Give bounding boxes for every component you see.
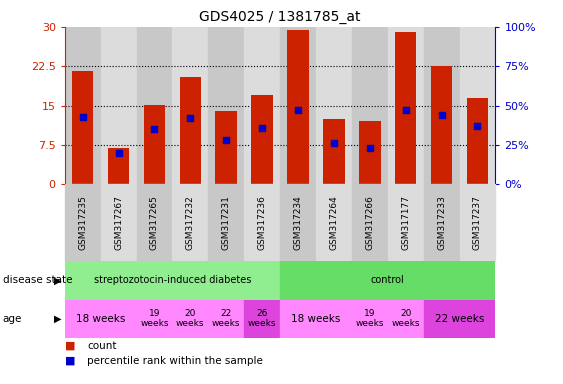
Bar — [467, 98, 488, 184]
Text: GSM317231: GSM317231 — [222, 195, 231, 250]
Bar — [108, 147, 129, 184]
Text: 18 weeks: 18 weeks — [76, 314, 126, 324]
Bar — [388, 27, 424, 184]
Bar — [359, 121, 381, 184]
Bar — [172, 27, 208, 184]
Text: 19
weeks: 19 weeks — [140, 310, 169, 328]
Bar — [395, 32, 417, 184]
Text: GSM317265: GSM317265 — [150, 195, 159, 250]
Text: 20
weeks: 20 weeks — [391, 310, 420, 328]
Bar — [280, 300, 352, 338]
Bar — [280, 261, 495, 300]
Bar — [172, 184, 208, 261]
Bar — [208, 300, 244, 338]
Bar — [424, 27, 459, 184]
Point — [437, 112, 446, 118]
Text: ■: ■ — [65, 356, 75, 366]
Bar — [431, 66, 452, 184]
Text: GSM317233: GSM317233 — [437, 195, 446, 250]
Bar — [65, 184, 101, 261]
Text: 18 weeks: 18 weeks — [291, 314, 341, 324]
Text: 19
weeks: 19 weeks — [356, 310, 384, 328]
Point — [78, 114, 87, 120]
Bar — [244, 27, 280, 184]
Point — [473, 123, 482, 129]
Text: count: count — [87, 341, 117, 351]
Bar — [137, 300, 172, 338]
Bar — [208, 184, 244, 261]
Title: GDS4025 / 1381785_at: GDS4025 / 1381785_at — [199, 10, 361, 25]
Bar — [459, 184, 495, 261]
Bar — [316, 27, 352, 184]
Bar — [280, 184, 316, 261]
Text: GSM317234: GSM317234 — [293, 195, 302, 250]
Text: 20
weeks: 20 weeks — [176, 310, 204, 328]
Text: streptozotocin-induced diabetes: streptozotocin-induced diabetes — [93, 275, 251, 285]
Point — [114, 150, 123, 156]
Bar — [65, 300, 137, 338]
Text: GSM317235: GSM317235 — [78, 195, 87, 250]
Bar — [251, 95, 273, 184]
Text: age: age — [3, 314, 22, 324]
Text: GSM317232: GSM317232 — [186, 195, 195, 250]
Point — [186, 115, 195, 121]
Text: GSM317266: GSM317266 — [365, 195, 374, 250]
Bar — [101, 27, 137, 184]
Bar — [65, 27, 101, 184]
Text: disease state: disease state — [3, 275, 72, 285]
Bar — [216, 111, 237, 184]
Bar — [65, 261, 280, 300]
Bar — [388, 300, 424, 338]
Point — [329, 140, 338, 146]
Bar — [316, 184, 352, 261]
Bar — [172, 300, 208, 338]
Text: GSM317236: GSM317236 — [258, 195, 267, 250]
Text: ▶: ▶ — [55, 314, 62, 324]
Bar — [352, 184, 388, 261]
Point — [222, 137, 231, 143]
Text: 22
weeks: 22 weeks — [212, 310, 240, 328]
Bar — [137, 27, 172, 184]
Bar — [101, 184, 137, 261]
Text: 22 weeks: 22 weeks — [435, 314, 484, 324]
Bar — [424, 184, 459, 261]
Text: ■: ■ — [65, 341, 75, 351]
Point — [401, 107, 410, 113]
Text: GSM317177: GSM317177 — [401, 195, 410, 250]
Bar — [388, 184, 424, 261]
Text: control: control — [371, 275, 405, 285]
Bar — [352, 27, 388, 184]
Bar — [459, 27, 495, 184]
Bar — [208, 27, 244, 184]
Bar — [280, 27, 316, 184]
Bar — [424, 300, 495, 338]
Point — [365, 145, 374, 151]
Point — [150, 126, 159, 132]
Text: 26
weeks: 26 weeks — [248, 310, 276, 328]
Point — [293, 107, 302, 113]
Text: GSM317237: GSM317237 — [473, 195, 482, 250]
Bar — [137, 184, 172, 261]
Text: percentile rank within the sample: percentile rank within the sample — [87, 356, 263, 366]
Bar — [144, 104, 166, 184]
Text: ▶: ▶ — [55, 275, 62, 285]
Text: GSM317264: GSM317264 — [329, 195, 338, 250]
Text: GSM317267: GSM317267 — [114, 195, 123, 250]
Bar — [287, 30, 309, 184]
Point — [258, 124, 267, 131]
Bar — [352, 300, 388, 338]
Bar — [72, 71, 93, 184]
Bar — [323, 119, 345, 184]
Bar — [180, 77, 201, 184]
Bar — [244, 184, 280, 261]
Bar — [244, 300, 280, 338]
